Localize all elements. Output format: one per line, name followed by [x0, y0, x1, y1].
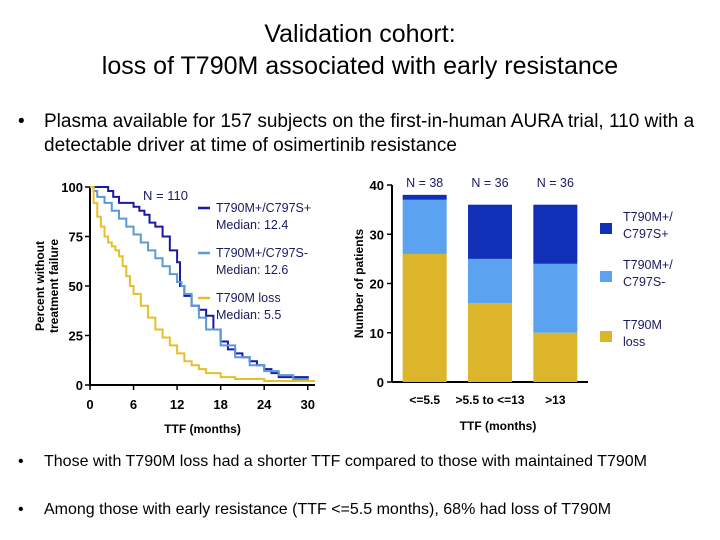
km-x-tick-label: 6: [130, 397, 137, 412]
bar-y-tick-label: 30: [370, 227, 384, 242]
slide-title: Validation cohort: loss of T790M associa…: [0, 18, 720, 82]
km-x-axis-label: TTF (months): [164, 422, 241, 436]
km-legend-median-0: Median: 12.4: [216, 218, 288, 232]
bar-category-label: >5.5 to <=13: [455, 393, 524, 407]
km-y-tick-label: 0: [76, 378, 83, 393]
km-series-line-2: [90, 186, 315, 383]
title-line-1: Validation cohort:: [264, 20, 456, 48]
bullet-symbol: •: [18, 453, 24, 470]
km-series-line-0: [90, 186, 315, 383]
km-x-tick-label: 0: [86, 397, 93, 412]
km-y-tick-label: 100: [61, 180, 83, 195]
km-x-tick-label: 24: [257, 397, 272, 412]
km-annotation: N = 110: [143, 188, 188, 203]
km-y-tick-label: 75: [69, 230, 83, 245]
bar-0-segment-0: [402, 253, 447, 382]
bar-total-label: N = 36: [471, 176, 508, 190]
km-y-axis-label-line-1: Percent without: [33, 241, 47, 331]
bar-2-segment-2: [533, 204, 578, 264]
bullet-3-text: Among those with early resistance (TTF <…: [44, 501, 612, 518]
km-y-tick-label: 50: [69, 279, 83, 294]
km-y-tick-label: 25: [69, 329, 83, 344]
km-x-tick-label: 12: [170, 397, 184, 412]
km-legend-median-1: Median: 12.6: [216, 263, 288, 277]
bullet-2-text: Those with T790M loss had a shorter TTF …: [44, 453, 647, 470]
km-legend-name-0: T790M+/C797S+: [216, 201, 311, 215]
bar-1-segment-0: [468, 303, 512, 382]
bar-total-label: N = 38: [406, 176, 443, 190]
bar-x-axis-label: TTF (months): [460, 419, 537, 433]
km-x-tick-label: 30: [301, 397, 315, 412]
km-series-line-1: [90, 186, 315, 383]
bar-1-segment-2: [468, 204, 512, 259]
km-legend-name-1: T790M+/C797S-: [216, 246, 308, 260]
bar-y-tick-label: 10: [370, 326, 384, 341]
bar-2-segment-0: [533, 332, 578, 382]
bar-y-axis-label: Number of patients: [352, 229, 366, 339]
bar-y-tick-label: 40: [370, 178, 384, 193]
bar-0-segment-1: [402, 199, 447, 254]
bar-legend-swatch-0: [600, 223, 612, 234]
bar-legend-line2-1: C797S-: [623, 275, 665, 289]
bar-y-tick-label: 20: [370, 277, 384, 292]
bar-legend-line2-0: C797S+: [623, 227, 669, 241]
km-y-axis-label-line-2: treatment failure: [47, 239, 61, 333]
bar-legend-swatch-1: [600, 271, 612, 282]
title-line-2: loss of T790M associated with early resi…: [101, 52, 619, 80]
bar-0-segment-2: [402, 194, 447, 200]
km-legend-name-2: T790M loss: [216, 291, 281, 305]
bar-legend-line2-2: loss: [623, 335, 645, 349]
bar-category-label: >13: [545, 393, 566, 407]
km-chart: 0 25 50 75 100 0 6 12 18 24 30 TTF (months) Percent …: [33, 180, 315, 436]
bar-legend-line1-2: T790M: [623, 318, 662, 332]
bullet-symbol: •: [18, 111, 25, 132]
km-legend-median-2: Median: 5.5: [216, 308, 281, 322]
bar-y-tick-label: 0: [377, 375, 384, 390]
bar-1-segment-1: [468, 258, 512, 304]
bar-legend-line1-1: T790M+/: [623, 258, 673, 272]
bar-total-label: N = 36: [537, 176, 574, 190]
km-x-tick-label: 18: [213, 397, 227, 412]
bar-2-segment-1: [533, 263, 578, 333]
bar-legend-swatch-2: [600, 331, 612, 342]
bar-legend-line1-0: T790M+/: [623, 210, 673, 224]
bullet-symbol: •: [18, 501, 24, 518]
bullet-1-text: Plasma available for 157 subjects on the…: [44, 111, 695, 156]
bar-category-label: <=5.5: [409, 393, 440, 407]
